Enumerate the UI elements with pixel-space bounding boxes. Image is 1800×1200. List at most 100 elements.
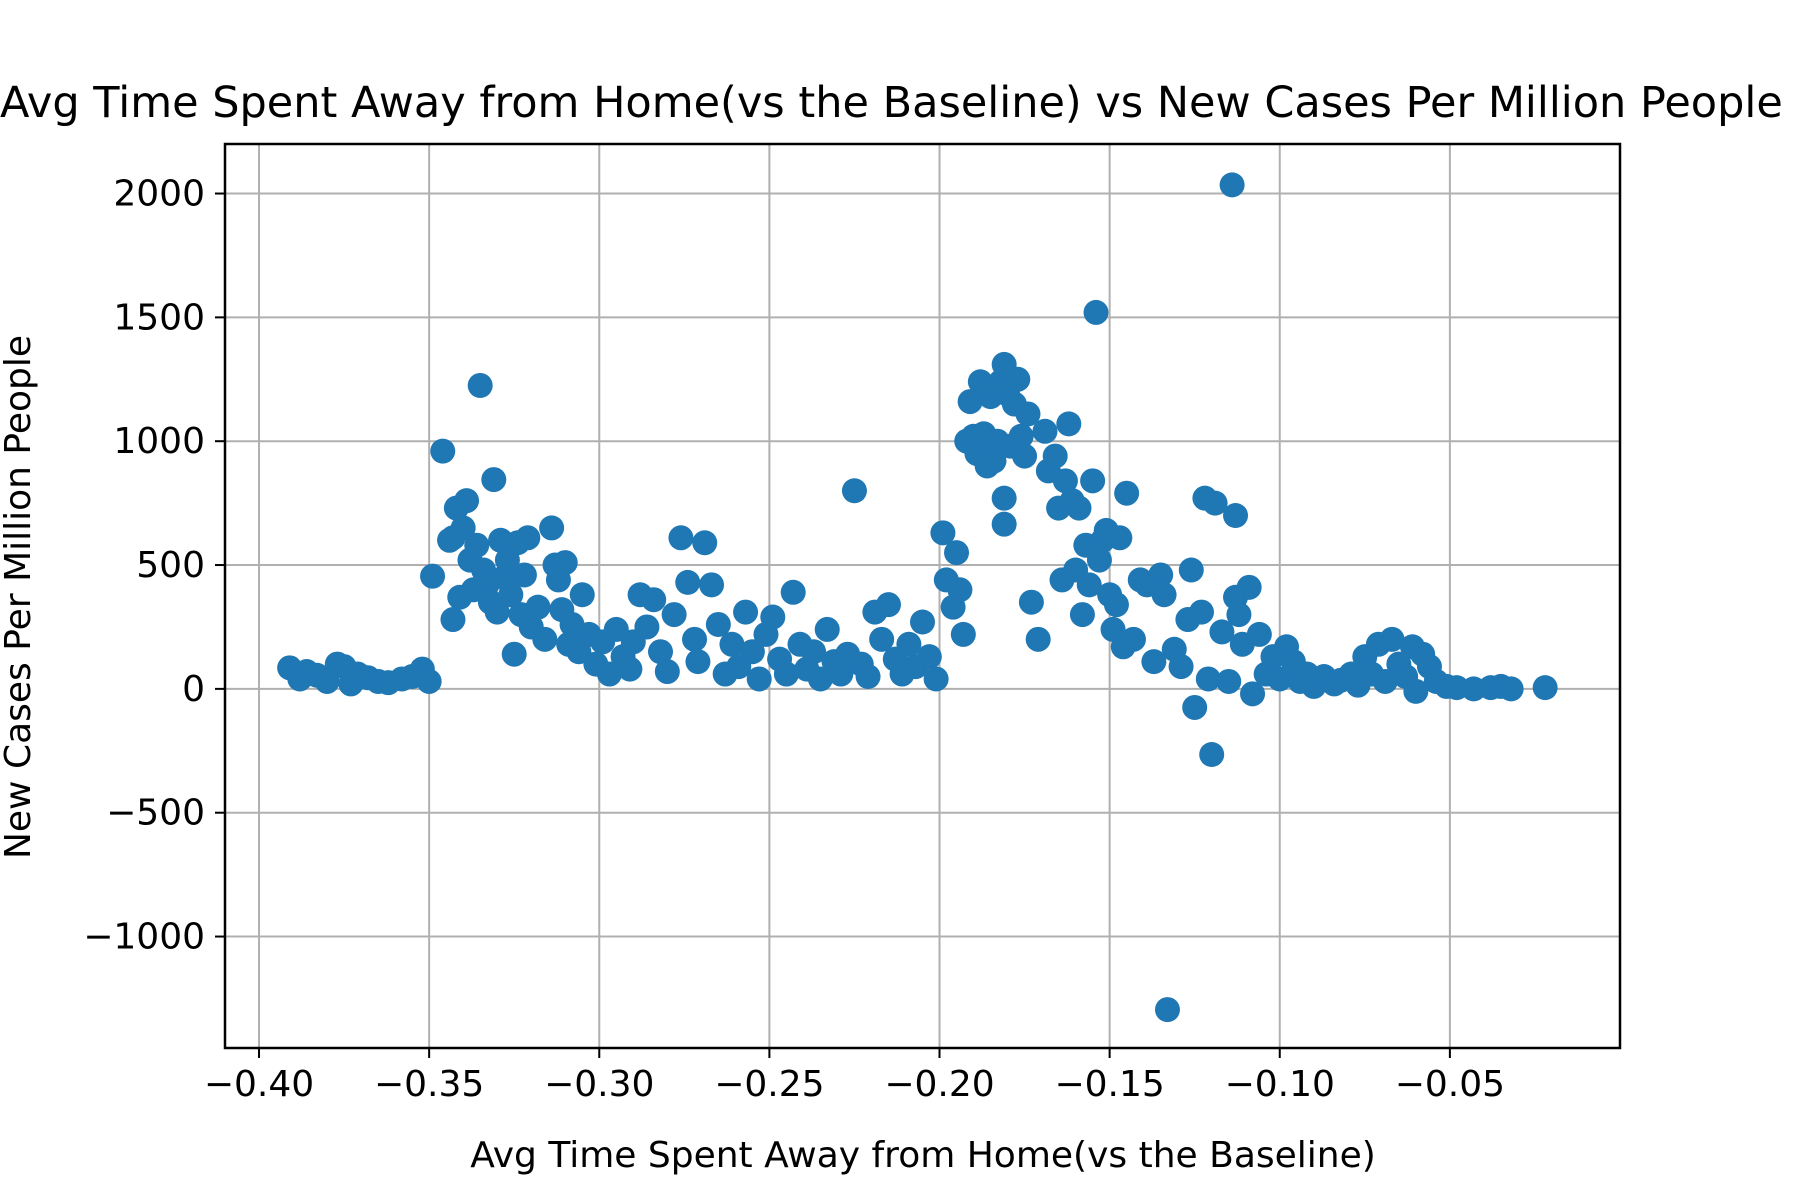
data-point	[654, 659, 680, 685]
data-point	[1018, 589, 1044, 615]
y-tick-label: 1500	[113, 297, 205, 338]
data-point	[1178, 557, 1204, 583]
chart-title: Avg Time Spent Away from Home(vs the Bas…	[0, 78, 1783, 128]
data-point	[1267, 666, 1293, 692]
data-point	[617, 656, 643, 682]
data-point	[416, 668, 442, 694]
data-point	[1103, 592, 1129, 618]
data-point	[1012, 443, 1038, 469]
data-point	[1151, 582, 1177, 608]
data-point	[930, 520, 956, 546]
data-point	[440, 607, 466, 633]
data-point	[1246, 621, 1272, 647]
x-tick-label: −0.10	[1225, 1064, 1335, 1105]
data-point	[1032, 418, 1058, 444]
data-point	[760, 604, 786, 630]
data-point	[699, 572, 725, 598]
data-point	[1066, 495, 1092, 521]
data-point	[515, 525, 541, 551]
data-point	[450, 515, 476, 541]
data-point	[828, 661, 854, 687]
x-axis-ticks: −0.40 −0.35 −0.30 −0.25 −0.20 −0.15 −0.10 −0.05	[204, 1048, 1505, 1105]
data-point	[1107, 525, 1133, 551]
data-point	[814, 616, 840, 642]
data-point	[1052, 468, 1078, 494]
data-point	[1008, 423, 1034, 449]
data-point	[1168, 654, 1194, 680]
data-point	[1202, 490, 1228, 516]
data-point	[1154, 997, 1180, 1023]
data-point	[1083, 299, 1109, 325]
data-point	[869, 626, 895, 652]
data-point	[1379, 626, 1405, 652]
x-tick-label: −0.25	[714, 1064, 824, 1105]
data-point	[780, 579, 806, 605]
y-tick-label: 0	[182, 669, 205, 710]
data-point	[1498, 676, 1524, 702]
data-point	[668, 525, 694, 551]
data-point	[875, 592, 901, 618]
data-point	[1076, 572, 1102, 598]
data-point	[746, 666, 772, 692]
data-point	[525, 594, 551, 620]
data-point	[661, 602, 687, 628]
data-point	[1056, 411, 1082, 437]
data-point	[1025, 626, 1051, 652]
data-point	[481, 467, 507, 493]
data-point	[1195, 666, 1221, 692]
data-point	[957, 389, 983, 415]
data-point	[1015, 401, 1041, 427]
x-tick-label: −0.05	[1395, 1064, 1505, 1105]
x-tick-label: −0.20	[884, 1064, 994, 1105]
data-point	[991, 485, 1017, 511]
data-point	[1042, 443, 1068, 469]
x-tick-label: −0.15	[1054, 1064, 1164, 1105]
data-point	[1372, 668, 1398, 694]
data-point	[420, 563, 446, 589]
data-point	[692, 530, 718, 556]
data-point	[498, 582, 524, 608]
data-point	[1114, 480, 1140, 506]
data-point	[467, 372, 493, 398]
data-point	[648, 639, 674, 665]
data-point	[991, 511, 1017, 537]
data-point	[1226, 602, 1252, 628]
data-point	[916, 644, 942, 670]
data-point	[896, 631, 922, 657]
data-point	[511, 562, 537, 588]
data-point	[719, 631, 745, 657]
data-point	[1216, 668, 1242, 694]
data-point	[923, 666, 949, 692]
data-point	[1236, 574, 1262, 600]
data-points	[277, 172, 1558, 1023]
data-point	[484, 599, 510, 625]
data-point	[705, 611, 731, 637]
y-tick-label: 1000	[113, 421, 205, 462]
data-point	[1148, 562, 1174, 588]
y-axis-title: New Cases Per Million People	[0, 335, 39, 859]
data-point	[1182, 694, 1208, 720]
data-point	[1223, 503, 1249, 529]
data-point	[675, 569, 701, 595]
y-tick-label: −1000	[83, 917, 205, 958]
y-tick-label: 2000	[113, 174, 205, 215]
x-tick-label: −0.40	[204, 1064, 314, 1105]
data-point	[682, 626, 708, 652]
data-point	[1086, 547, 1112, 573]
data-point	[1209, 619, 1235, 645]
y-tick-label: −500	[106, 793, 205, 834]
grid	[225, 144, 1620, 1048]
data-point	[739, 639, 765, 665]
x-tick-label: −0.30	[544, 1064, 654, 1105]
data-point	[1199, 742, 1225, 768]
y-tick-label: 500	[136, 545, 205, 586]
data-point	[773, 661, 799, 687]
data-point	[841, 478, 867, 504]
data-point	[910, 609, 935, 635]
data-point	[1403, 678, 1429, 704]
data-point	[532, 626, 558, 652]
data-point	[807, 666, 833, 692]
data-point	[1120, 626, 1146, 652]
data-point	[454, 488, 480, 514]
data-point	[596, 661, 622, 687]
